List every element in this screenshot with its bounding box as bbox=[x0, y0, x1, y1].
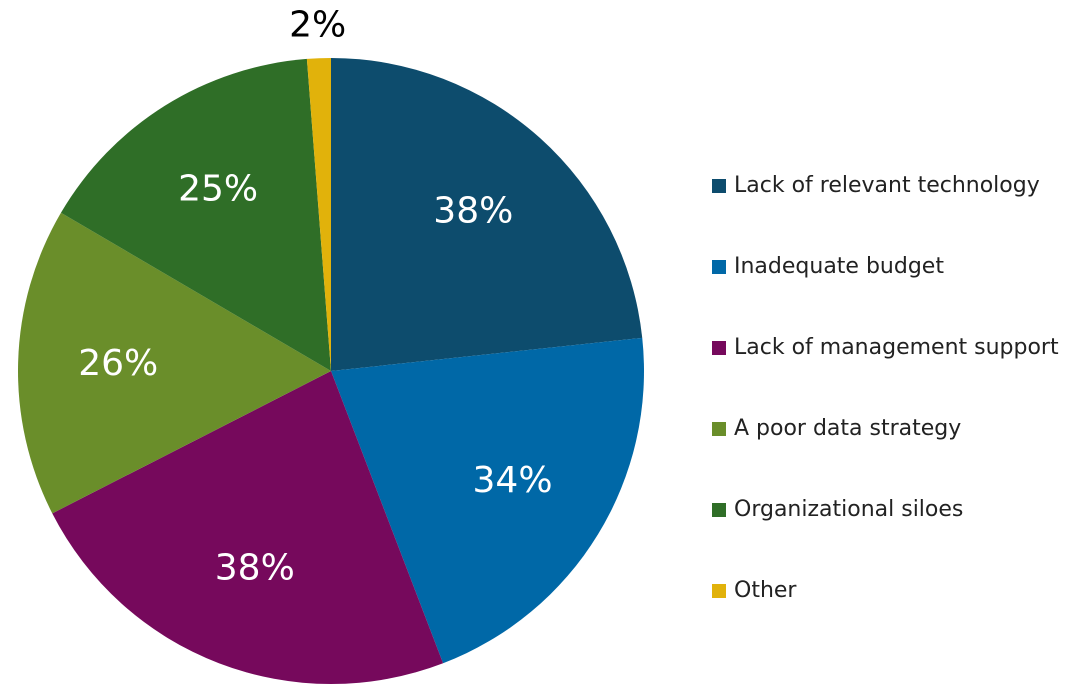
data-label: 2% bbox=[289, 4, 346, 45]
legend-label: A poor data strategy bbox=[734, 416, 961, 441]
data-label: 25% bbox=[178, 169, 258, 210]
legend-label: Lack of relevant technology bbox=[734, 173, 1040, 198]
legend-label: Lack of management support bbox=[734, 335, 1059, 360]
legend-swatch bbox=[712, 179, 726, 193]
pie-slice bbox=[60, 58, 332, 372]
data-label: 38% bbox=[215, 548, 295, 589]
pie-slice bbox=[331, 337, 644, 664]
legend-swatch bbox=[712, 422, 726, 436]
data-label: 34% bbox=[473, 460, 553, 501]
legend-label: Other bbox=[734, 578, 797, 603]
pie-slice bbox=[17, 212, 332, 514]
legend-label: Organizational siloes bbox=[734, 497, 963, 522]
data-label: 26% bbox=[78, 343, 158, 384]
legend-swatch bbox=[712, 260, 726, 274]
pie-slice bbox=[306, 58, 331, 371]
legend-swatch bbox=[712, 341, 726, 355]
pie-slice bbox=[331, 58, 643, 371]
legend-swatch bbox=[712, 584, 726, 598]
data-label: 38% bbox=[433, 191, 513, 232]
pie-slice bbox=[52, 371, 444, 684]
legend-label: Inadequate budget bbox=[734, 254, 944, 279]
legend-swatch bbox=[712, 503, 726, 517]
